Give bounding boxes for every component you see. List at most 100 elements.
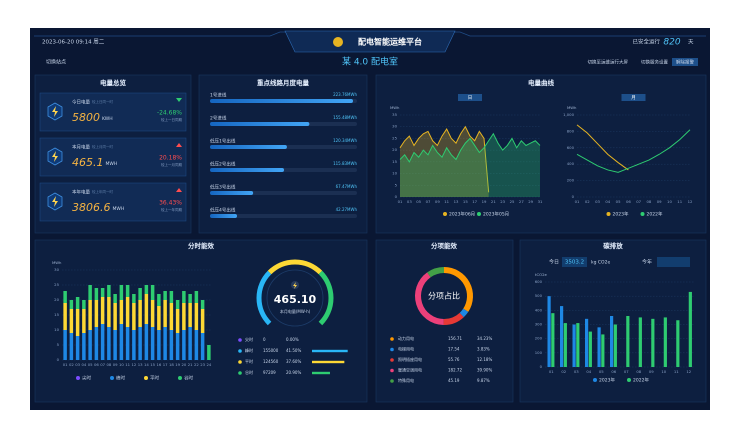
x-tick-label: 05 — [616, 199, 621, 204]
unit: MWH — [106, 161, 118, 167]
x-tick-label: 08 — [646, 199, 651, 204]
line-bar — [210, 122, 310, 126]
bar-segment — [175, 300, 180, 309]
bar-segment — [82, 333, 86, 360]
line — [399, 125, 490, 193]
x-tick-label: 31 — [538, 199, 543, 204]
bar-segment — [163, 291, 167, 300]
row-name: 电梯用电 — [398, 346, 414, 352]
bar-segment — [163, 300, 167, 327]
y-tick-label: 0 — [395, 194, 398, 199]
bar-segment — [144, 324, 149, 360]
bar-segment — [125, 327, 130, 360]
x-tick-label: 06 — [611, 369, 616, 374]
donut-segment — [443, 312, 464, 325]
line-name: 低压1号出线 — [210, 138, 236, 145]
y-tick-label: 100 — [535, 350, 543, 355]
gauge-arc — [256, 270, 272, 326]
y-axis-label: MWh — [52, 260, 62, 265]
card — [39, 137, 187, 177]
legend-label: 2023年 — [613, 211, 629, 218]
y-tick-label: 10 — [392, 171, 397, 176]
bar-segment — [150, 285, 155, 300]
bar-segment — [157, 306, 161, 330]
line-bar — [210, 168, 285, 172]
tab — [458, 94, 482, 101]
row-share: 3.83% — [477, 347, 490, 352]
option[interactable]: 解除报警 — [676, 59, 694, 66]
row-name: 照明插座用电 — [398, 356, 422, 362]
row-share: 41.50% — [286, 348, 301, 353]
y-tick-label: 10 — [54, 327, 59, 332]
bar-segment — [69, 300, 74, 309]
bar — [585, 318, 589, 367]
bar — [576, 323, 580, 367]
row-value: 155000 — [263, 348, 279, 353]
panel-title: 电量总览 — [100, 78, 127, 87]
line-name: 低压4号出线 — [210, 207, 236, 214]
bar-segment — [169, 303, 174, 330]
bar-segment — [200, 333, 205, 360]
y-tick-label: 200 — [567, 178, 575, 183]
x-tick-label: 17 — [163, 362, 168, 367]
legend-marker — [390, 368, 394, 373]
y-tick-label: 0 — [540, 364, 543, 369]
card-compare: 较上年同一时 — [92, 189, 113, 194]
panel-title: 分时能效 — [188, 241, 215, 250]
y-tick-label: 0 — [572, 194, 575, 199]
bar-segment — [88, 330, 92, 360]
bar-segment — [113, 330, 117, 360]
trend-arrow — [176, 143, 182, 147]
x-tick-label: 17 — [472, 199, 477, 204]
bar-segment — [88, 300, 92, 330]
x-tick-label: 13 — [454, 199, 459, 204]
bar — [563, 323, 567, 367]
share-bar — [312, 349, 348, 353]
legend-label: 谷时 — [184, 375, 193, 382]
y-tick-label: 0 — [57, 357, 60, 362]
x-tick-label: 21 — [188, 362, 193, 367]
x-tick-label: 11 — [125, 362, 130, 367]
bar-segment — [200, 309, 205, 333]
legend-marker — [238, 371, 242, 375]
legend-marker — [238, 360, 242, 364]
x-tick-label: 04 — [605, 199, 610, 204]
bar-segment — [94, 288, 99, 300]
alarm-button[interactable] — [672, 58, 698, 66]
site-name: 某 4.0 配电室 — [342, 56, 398, 68]
card — [39, 182, 187, 222]
legend-marker — [144, 376, 148, 380]
bar — [626, 316, 630, 367]
x-tick-label: 16 — [156, 362, 161, 367]
bar-segment — [119, 285, 124, 300]
row-share: 37.60% — [286, 359, 301, 364]
legend-marker — [178, 376, 182, 380]
option[interactable]: 切换至运维运行大屏 — [588, 59, 629, 66]
tab-label: 日 — [468, 95, 473, 101]
bar — [638, 317, 642, 367]
switch-site[interactable]: 切换站点 — [46, 59, 66, 66]
gauge-icon — [293, 282, 297, 289]
x-tick-label: 20 — [181, 362, 186, 367]
legend-marker — [627, 378, 631, 382]
x-tick-label: 18 — [169, 362, 174, 367]
row-value: 45.19 — [448, 378, 460, 383]
x-tick-label: 04 — [586, 369, 591, 374]
legend-marker — [390, 379, 394, 383]
bar-segment — [138, 300, 142, 327]
bar-segment — [82, 300, 86, 309]
x-tick-label: 07 — [624, 369, 629, 374]
bar-segment — [132, 294, 136, 303]
row-name: 平时 — [245, 358, 253, 364]
card-value: 5800 KWH — [72, 111, 113, 124]
bar-segment — [138, 288, 142, 300]
bar — [663, 317, 667, 367]
x-tick-label: 25 — [510, 199, 515, 204]
option[interactable]: 切换服务设置 — [641, 59, 668, 66]
row-share: 34.23% — [477, 336, 492, 341]
bar-segment — [200, 300, 205, 309]
card-label: 本年电量 — [72, 189, 90, 196]
legend-label: 2022年 — [633, 377, 649, 384]
x-tick-label: 07 — [100, 362, 105, 367]
legend-marker — [640, 212, 645, 216]
